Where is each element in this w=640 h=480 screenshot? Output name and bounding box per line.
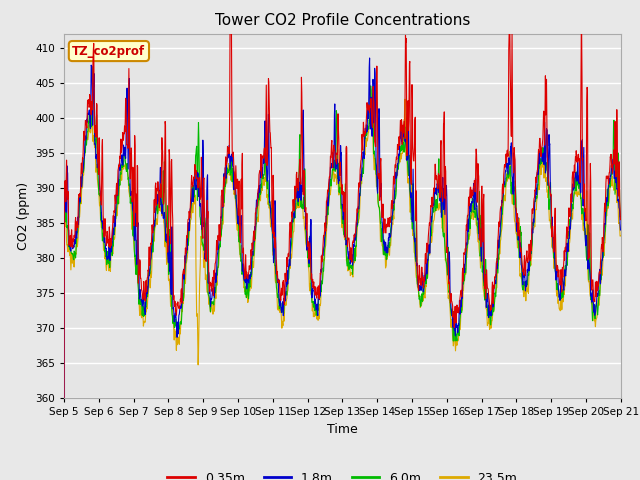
0.35m <box>60 396 68 401</box>
0.35m <box>616 217 624 223</box>
0.35m <box>556 275 563 280</box>
23.5m <box>147 269 155 275</box>
0.35m <box>147 240 155 246</box>
1.8m <box>60 396 68 401</box>
Legend: 0.35m, 1.8m, 6.0m, 23.5m: 0.35m, 1.8m, 6.0m, 23.5m <box>163 467 522 480</box>
1.8m <box>317 266 325 272</box>
6.0m <box>610 121 618 127</box>
1.8m <box>556 294 563 300</box>
1.8m <box>610 161 618 167</box>
0.35m <box>328 138 336 144</box>
Text: TZ_co2prof: TZ_co2prof <box>72 45 145 58</box>
23.5m <box>60 396 68 401</box>
1.8m <box>328 161 335 167</box>
23.5m <box>610 185 618 191</box>
Y-axis label: CO2 (ppm): CO2 (ppm) <box>17 182 29 250</box>
Line: 6.0m: 6.0m <box>64 67 620 398</box>
X-axis label: Time: Time <box>327 423 358 436</box>
Title: Tower CO2 Profile Concentrations: Tower CO2 Profile Concentrations <box>214 13 470 28</box>
23.5m <box>317 288 325 294</box>
Line: 23.5m: 23.5m <box>64 90 620 398</box>
6.0m <box>90 64 97 70</box>
23.5m <box>367 87 374 93</box>
23.5m <box>616 233 624 239</box>
23.5m <box>556 306 563 312</box>
0.35m <box>226 31 234 36</box>
6.0m <box>556 295 563 301</box>
1.8m <box>474 217 481 223</box>
23.5m <box>474 232 481 238</box>
0.35m <box>474 179 481 184</box>
Line: 1.8m: 1.8m <box>64 58 620 398</box>
23.5m <box>328 179 335 184</box>
6.0m <box>328 175 336 181</box>
0.35m <box>317 253 325 259</box>
6.0m <box>60 396 68 401</box>
0.35m <box>610 150 618 156</box>
6.0m <box>474 224 481 229</box>
6.0m <box>148 250 156 256</box>
6.0m <box>616 214 624 220</box>
1.8m <box>147 255 155 261</box>
1.8m <box>365 55 373 61</box>
Line: 0.35m: 0.35m <box>64 34 620 398</box>
6.0m <box>317 284 325 290</box>
1.8m <box>616 227 624 233</box>
